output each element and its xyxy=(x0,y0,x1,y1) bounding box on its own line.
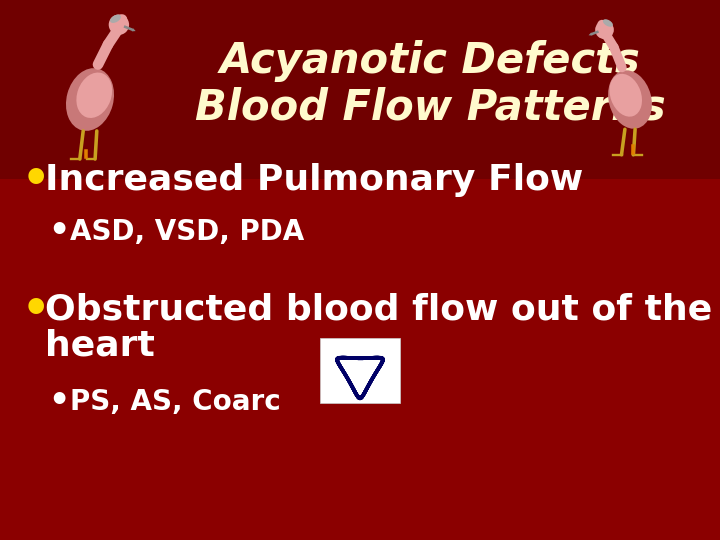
Text: •: • xyxy=(48,386,69,418)
Text: •: • xyxy=(22,288,50,332)
Text: heart: heart xyxy=(45,328,155,362)
Text: •: • xyxy=(22,159,50,201)
Text: •: • xyxy=(48,215,69,248)
Text: Increased Pulmonary Flow: Increased Pulmonary Flow xyxy=(45,163,583,197)
Text: Acyanotic Defects: Acyanotic Defects xyxy=(220,40,640,83)
Text: Blood Flow Patterns: Blood Flow Patterns xyxy=(194,86,665,129)
Ellipse shape xyxy=(610,74,642,117)
Ellipse shape xyxy=(608,70,652,129)
Ellipse shape xyxy=(66,68,114,131)
Text: ASD, VSD, PDA: ASD, VSD, PDA xyxy=(70,218,305,246)
Circle shape xyxy=(109,15,129,35)
Circle shape xyxy=(595,21,614,39)
Ellipse shape xyxy=(76,72,112,118)
Ellipse shape xyxy=(110,15,121,23)
Ellipse shape xyxy=(603,19,613,27)
Text: PS, AS, Coarc: PS, AS, Coarc xyxy=(70,388,281,416)
Text: Obstructed blood flow out of the: Obstructed blood flow out of the xyxy=(45,293,712,327)
Bar xyxy=(0,0,720,179)
FancyArrow shape xyxy=(124,25,135,31)
Bar xyxy=(320,338,400,402)
FancyArrow shape xyxy=(588,30,599,36)
